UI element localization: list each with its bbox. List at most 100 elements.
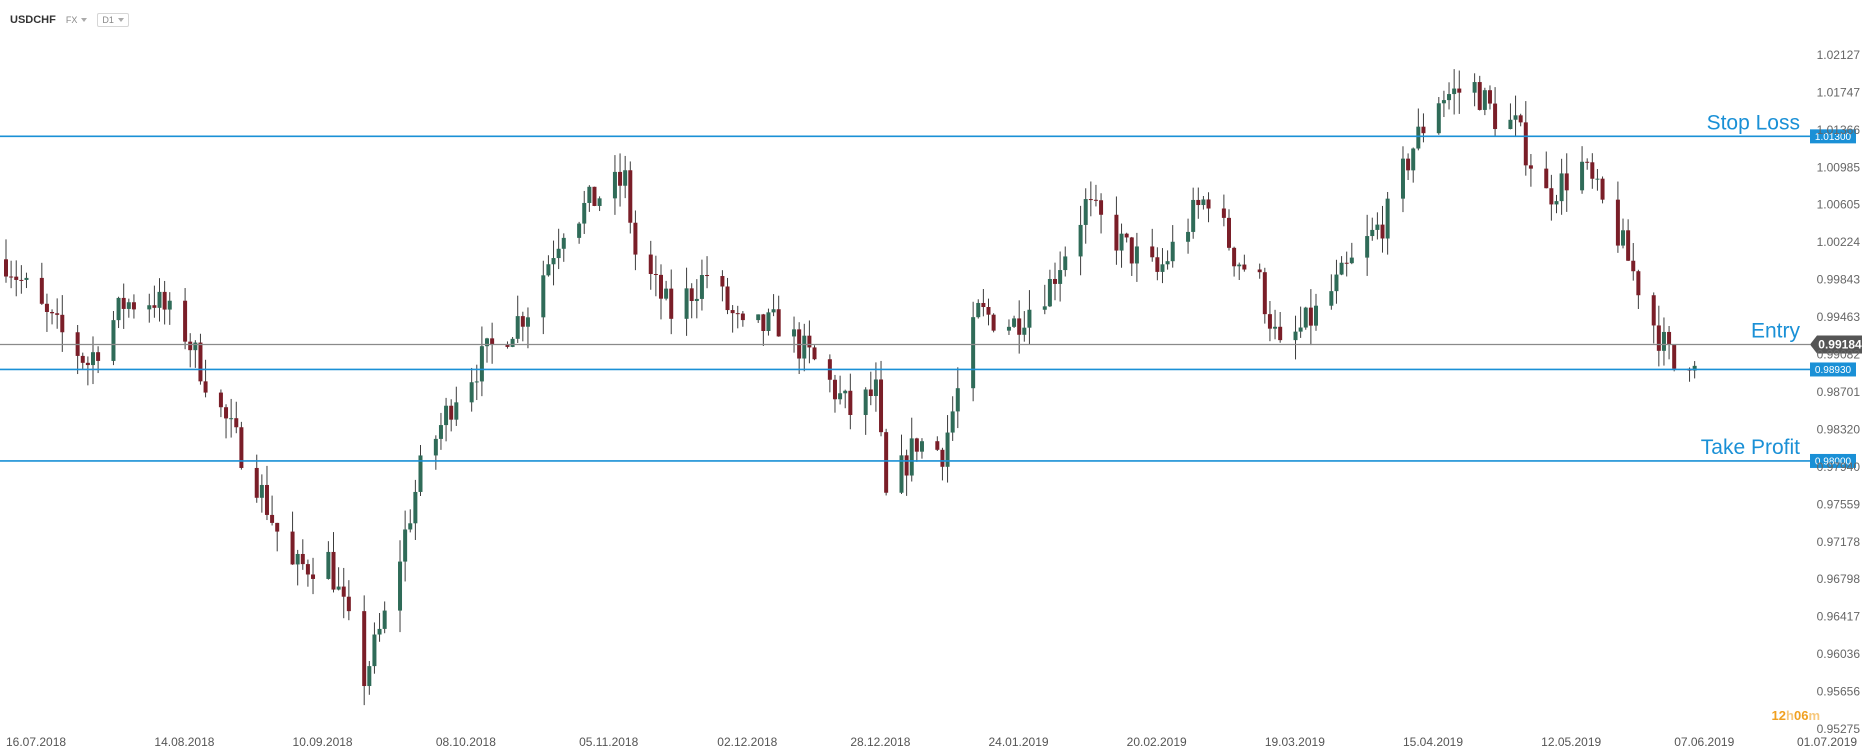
- candle: [1012, 315, 1017, 328]
- candle: [1221, 194, 1226, 227]
- candle: [1554, 194, 1559, 214]
- y-tick-label: 0.97559: [1817, 497, 1861, 511]
- candle: [684, 267, 689, 336]
- candle: [1416, 108, 1421, 151]
- candle: [1436, 97, 1441, 135]
- candle: [546, 255, 551, 277]
- y-tick-label: 0.96036: [1817, 647, 1861, 661]
- candle: [1528, 154, 1533, 187]
- candle: [633, 210, 638, 271]
- candle: [515, 295, 520, 343]
- timer-minutes-unit: m: [1808, 708, 1820, 723]
- candle: [126, 298, 131, 318]
- level-badge: [1810, 453, 1856, 468]
- candle: [152, 285, 157, 318]
- candle: [14, 260, 19, 297]
- level-badge: [1810, 129, 1856, 144]
- candle: [1441, 90, 1446, 118]
- x-tick-label: 24.01.2019: [988, 735, 1048, 749]
- market-selector[interactable]: FX: [62, 14, 92, 26]
- candle: [1482, 87, 1487, 116]
- level-line[interactable]: 0.98930: [0, 362, 1856, 377]
- candle: [868, 371, 873, 406]
- candle: [1477, 75, 1482, 111]
- candle: [19, 265, 24, 294]
- level-entry[interactable]: Entry 0.99184: [0, 319, 1862, 354]
- candle: [1063, 246, 1068, 277]
- candle: [623, 155, 628, 199]
- candle: [827, 354, 832, 393]
- candle: [1267, 300, 1272, 342]
- candle: [628, 161, 633, 234]
- candle: [1365, 214, 1370, 276]
- candle: [1334, 259, 1339, 304]
- candle: [541, 260, 546, 335]
- candle: [75, 324, 80, 375]
- candle: [1196, 187, 1201, 219]
- candle: [1278, 311, 1283, 343]
- candle: [60, 295, 65, 352]
- candle: [264, 465, 269, 521]
- candle: [454, 386, 459, 426]
- candle: [1472, 73, 1477, 107]
- candle: [116, 296, 121, 329]
- candle: [1344, 251, 1349, 277]
- candle: [96, 346, 101, 374]
- candle: [1564, 153, 1569, 212]
- candle: [1257, 263, 1262, 279]
- symbol-label[interactable]: USDCHF: [10, 14, 56, 26]
- candle: [198, 333, 203, 385]
- candle: [275, 522, 280, 552]
- level-take-profit[interactable]: Take Profit 0.98000: [0, 436, 1856, 468]
- level-label: Stop Loss: [1707, 111, 1800, 134]
- candle: [1191, 187, 1196, 239]
- y-tick-label: 0.98320: [1817, 422, 1861, 436]
- candle: [1626, 219, 1631, 262]
- candle: [218, 389, 223, 418]
- candle: [24, 272, 29, 289]
- level-badge-value: 1.01300: [1815, 132, 1852, 143]
- candle: [1621, 218, 1626, 249]
- candle: [44, 293, 49, 332]
- level-stop-loss[interactable]: Stop Loss 1.01300: [0, 111, 1856, 144]
- candle: [899, 434, 904, 494]
- candle: [914, 437, 919, 462]
- candle: [1099, 193, 1104, 234]
- candle: [1656, 305, 1661, 367]
- candle: [341, 567, 346, 619]
- candle: [1027, 290, 1032, 345]
- candle: [1237, 262, 1242, 280]
- candle: [1447, 82, 1452, 110]
- candle: [1406, 153, 1411, 181]
- candle: [776, 295, 781, 337]
- candle: [730, 305, 735, 333]
- candle: [1370, 217, 1375, 241]
- candle: [1155, 247, 1160, 281]
- candle: [183, 288, 188, 350]
- candle: [1047, 269, 1052, 308]
- timeframe-selector[interactable]: D1: [97, 13, 129, 27]
- candle: [945, 415, 950, 483]
- candle: [689, 283, 694, 319]
- candle: [587, 185, 592, 212]
- candle: [1206, 192, 1211, 223]
- candle: [331, 532, 336, 593]
- candle: [224, 404, 229, 439]
- candle: [756, 314, 761, 323]
- y-tick-label: 0.96417: [1817, 610, 1861, 624]
- candle: [382, 601, 387, 634]
- candle: [121, 283, 126, 329]
- candle: [812, 345, 817, 361]
- y-tick-label: 0.97940: [1817, 460, 1861, 474]
- y-tick-label: 0.95656: [1817, 685, 1861, 699]
- candle: [653, 255, 658, 297]
- candle: [1308, 289, 1313, 346]
- candle: [259, 474, 264, 513]
- y-tick-label: 0.99082: [1817, 348, 1861, 362]
- candle: [90, 336, 95, 385]
- current-price-badge: [1810, 335, 1862, 354]
- candle: [1487, 85, 1492, 110]
- timeframe-label: D1: [102, 15, 114, 25]
- candle: [1119, 223, 1124, 268]
